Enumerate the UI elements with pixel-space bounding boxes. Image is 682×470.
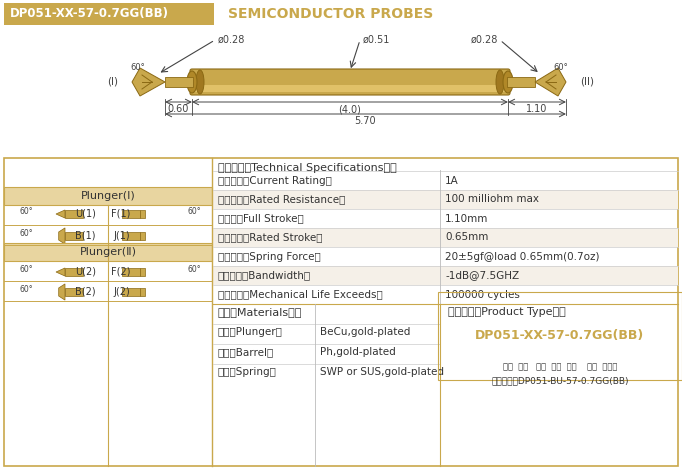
Polygon shape: [56, 268, 65, 276]
Text: 60°: 60°: [20, 285, 33, 295]
Text: 60°: 60°: [20, 229, 33, 238]
Text: BeCu,gold-plated: BeCu,gold-plated: [320, 327, 411, 337]
Polygon shape: [56, 210, 65, 218]
Text: ø0.28: ø0.28: [218, 35, 246, 45]
Text: 60°: 60°: [20, 266, 33, 274]
FancyBboxPatch shape: [190, 69, 510, 95]
Text: 成品型号（Product Type）：: 成品型号（Product Type）：: [448, 307, 566, 317]
Text: 额定电流（Current Rating）: 额定电流（Current Rating）: [218, 175, 332, 186]
Polygon shape: [140, 210, 145, 218]
Bar: [65, 210, 83, 218]
Text: 额定行程（Rated Stroke）: 额定行程（Rated Stroke）: [218, 233, 323, 243]
Text: 额定弹力（Spring Force）: 额定弹力（Spring Force）: [218, 251, 321, 261]
Bar: [122, 232, 140, 240]
Text: 频率带宽（Bandwidth）: 频率带宽（Bandwidth）: [218, 271, 311, 281]
Text: 1A: 1A: [445, 175, 459, 186]
Bar: [165, 77, 193, 87]
Text: ø0.28: ø0.28: [471, 35, 498, 45]
Text: 针头（Plunger）: 针头（Plunger）: [218, 327, 283, 337]
Text: 满行程（Full Stroke）: 满行程（Full Stroke）: [218, 213, 303, 224]
Ellipse shape: [503, 71, 513, 93]
FancyBboxPatch shape: [195, 85, 505, 92]
Text: -1dB@7.5GHZ: -1dB@7.5GHZ: [445, 271, 519, 281]
Text: 60°: 60°: [20, 207, 33, 217]
Ellipse shape: [196, 70, 204, 94]
Bar: [122, 288, 140, 296]
Text: 100 milliohm max: 100 milliohm max: [445, 195, 539, 204]
Text: 技术要求（Technical Specifications）：: 技术要求（Technical Specifications）：: [218, 163, 397, 173]
Text: DP051-XX-57-0.7GG(BB): DP051-XX-57-0.7GG(BB): [475, 329, 644, 342]
Ellipse shape: [496, 70, 504, 94]
Text: 试验寿命（Mechanical Life Exceeds）: 试验寿命（Mechanical Life Exceeds）: [218, 290, 383, 299]
Polygon shape: [140, 232, 145, 240]
Text: SWP or SUS,gold-plated: SWP or SUS,gold-plated: [320, 367, 444, 377]
Bar: [213, 266, 678, 285]
Bar: [213, 228, 678, 247]
Bar: [4, 158, 678, 466]
Text: 20±5gf@load 0.65mm(0.7oz): 20±5gf@load 0.65mm(0.7oz): [445, 251, 599, 261]
Text: (4.0): (4.0): [338, 104, 361, 114]
Bar: [65, 288, 83, 296]
Text: U(1): U(1): [75, 209, 96, 219]
Bar: [65, 232, 83, 240]
Text: Ph,gold-plated: Ph,gold-plated: [320, 347, 396, 357]
Text: (II): (II): [580, 77, 594, 87]
Bar: [4, 187, 212, 205]
Ellipse shape: [187, 71, 197, 93]
Text: B(2): B(2): [75, 287, 95, 297]
Text: U(2): U(2): [75, 267, 96, 277]
Text: F(2): F(2): [110, 267, 130, 277]
Text: DP051-XX-57-0.7GG(BB): DP051-XX-57-0.7GG(BB): [10, 8, 169, 21]
Text: 0.65mm: 0.65mm: [445, 233, 488, 243]
Polygon shape: [140, 268, 145, 276]
Text: (I): (I): [107, 77, 118, 87]
Text: J(1): J(1): [113, 231, 130, 241]
Text: Plunger(Ⅰ): Plunger(Ⅰ): [80, 191, 135, 201]
Polygon shape: [535, 68, 566, 96]
Text: B(1): B(1): [75, 231, 95, 241]
Bar: [507, 77, 535, 87]
Text: 额定电阴（Rated Resistance）: 额定电阴（Rated Resistance）: [218, 195, 345, 204]
Text: Plunger(Ⅱ): Plunger(Ⅱ): [80, 247, 136, 257]
Bar: [122, 268, 140, 276]
Text: 系列  规格   头形  针长  弹力    钇金  针尾形: 系列 规格 头形 针长 弹力 钇金 针尾形: [503, 362, 617, 371]
Text: 60°: 60°: [188, 207, 202, 217]
Text: 1.10: 1.10: [527, 104, 548, 114]
Polygon shape: [132, 68, 165, 96]
Text: SEMICONDUCTOR PROBES: SEMICONDUCTOR PROBES: [228, 7, 433, 21]
Text: ø0.51: ø0.51: [363, 35, 390, 45]
Polygon shape: [59, 228, 65, 244]
Text: 材质（Materials）：: 材质（Materials）：: [218, 307, 302, 317]
Text: 60°: 60°: [130, 63, 145, 72]
Bar: [4, 3, 214, 25]
Text: 5.70: 5.70: [354, 116, 376, 126]
Bar: [4, 243, 212, 261]
Bar: [213, 190, 678, 209]
Bar: [122, 210, 140, 218]
Bar: [65, 268, 83, 276]
Polygon shape: [59, 284, 65, 300]
Text: F(1): F(1): [110, 209, 130, 219]
Text: 针管（Barrel）: 针管（Barrel）: [218, 347, 274, 357]
Text: 弹簧（Spring）: 弹簧（Spring）: [218, 367, 277, 377]
Text: 60°: 60°: [553, 63, 568, 72]
Polygon shape: [140, 288, 145, 296]
Text: 1.10mm: 1.10mm: [445, 213, 488, 224]
Text: 订购举例：DP051-BU-57-0.7GG(BB): 订购举例：DP051-BU-57-0.7GG(BB): [491, 376, 629, 385]
Text: 60°: 60°: [188, 266, 202, 274]
Text: J(2): J(2): [113, 287, 130, 297]
Text: 0.60: 0.60: [167, 104, 189, 114]
Text: 100000 cycles: 100000 cycles: [445, 290, 520, 299]
